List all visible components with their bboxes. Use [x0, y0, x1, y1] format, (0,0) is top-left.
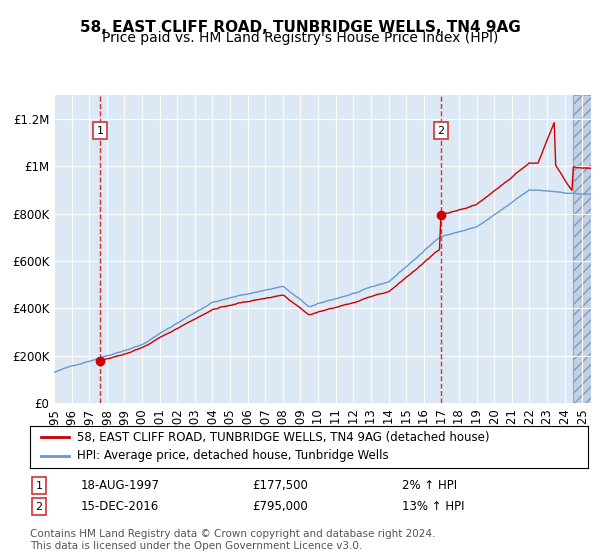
- Text: HPI: Average price, detached house, Tunbridge Wells: HPI: Average price, detached house, Tunb…: [77, 449, 389, 463]
- Text: Contains HM Land Registry data © Crown copyright and database right 2024.
This d: Contains HM Land Registry data © Crown c…: [30, 529, 436, 551]
- Text: 1: 1: [97, 125, 104, 136]
- Text: £795,000: £795,000: [252, 500, 308, 514]
- Text: 1: 1: [35, 480, 43, 491]
- Text: 13% ↑ HPI: 13% ↑ HPI: [402, 500, 464, 514]
- Text: 2% ↑ HPI: 2% ↑ HPI: [402, 479, 457, 492]
- Text: 58, EAST CLIFF ROAD, TUNBRIDGE WELLS, TN4 9AG (detached house): 58, EAST CLIFF ROAD, TUNBRIDGE WELLS, TN…: [77, 431, 490, 444]
- Bar: [574, 95, 591, 403]
- Text: 15-DEC-2016: 15-DEC-2016: [81, 500, 159, 514]
- Text: £177,500: £177,500: [252, 479, 308, 492]
- Text: Price paid vs. HM Land Registry's House Price Index (HPI): Price paid vs. HM Land Registry's House …: [102, 31, 498, 45]
- Bar: [574, 95, 591, 403]
- Text: 2: 2: [437, 125, 444, 136]
- Text: 2: 2: [35, 502, 43, 512]
- Text: 18-AUG-1997: 18-AUG-1997: [81, 479, 160, 492]
- Text: 58, EAST CLIFF ROAD, TUNBRIDGE WELLS, TN4 9AG: 58, EAST CLIFF ROAD, TUNBRIDGE WELLS, TN…: [80, 20, 520, 35]
